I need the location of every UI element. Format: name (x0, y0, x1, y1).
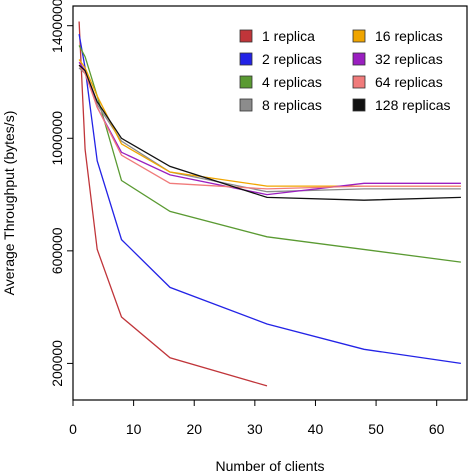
legend-label: 8 replicas (262, 97, 322, 113)
series-line-4-replicas (78, 45, 461, 263)
x-tick-label: 40 (308, 421, 324, 437)
legend-swatch (352, 29, 366, 43)
legend-label: 16 replicas (375, 28, 443, 44)
x-tick-label: 20 (186, 421, 202, 437)
legend: 1 replica 2 replicas 4 replicas 8 replicas 1… (239, 28, 451, 113)
legend-label: 32 replicas (375, 51, 443, 67)
plot-frame (72, 5, 468, 401)
legend-label: 128 replicas (375, 97, 451, 113)
x-axis: 0 10 20 30 40 50 60 (69, 400, 445, 437)
y-tick-label: 200000 (49, 340, 65, 387)
y-axis: 200000 600000 1000000 1400000 (49, 0, 73, 387)
legend-swatch (352, 75, 366, 89)
y-axis-label: Average Throughput (bytes/s) (1, 111, 17, 296)
x-axis-label: Number of clients (216, 458, 325, 474)
series-line-2-replicas (78, 33, 461, 365)
x-tick-label: 0 (69, 421, 77, 437)
y-tick-label: 1000000 (49, 111, 65, 166)
legend-swatch (239, 75, 253, 89)
y-tick-label: 1400000 (49, 0, 65, 53)
legend-label: 2 replicas (262, 51, 322, 67)
legend-swatch (352, 98, 366, 112)
x-tick-label: 60 (429, 421, 445, 437)
series-line-128-replicas (78, 64, 461, 201)
legend-label: 64 replicas (375, 74, 443, 90)
y-tick-label: 600000 (49, 227, 65, 274)
x-tick-label: 50 (368, 421, 384, 437)
legend-label: 4 replicas (262, 74, 322, 90)
legend-swatch (239, 98, 253, 112)
x-tick-label: 10 (126, 421, 142, 437)
legend-label: 1 replica (262, 28, 315, 44)
legend-swatch (239, 52, 253, 66)
x-tick-label: 30 (247, 421, 263, 437)
series-line-64-replicas (78, 64, 461, 190)
series-line-1-replica (78, 21, 268, 387)
legend-swatch (352, 52, 366, 66)
legend-swatch (239, 29, 253, 43)
series-lines (78, 21, 461, 387)
